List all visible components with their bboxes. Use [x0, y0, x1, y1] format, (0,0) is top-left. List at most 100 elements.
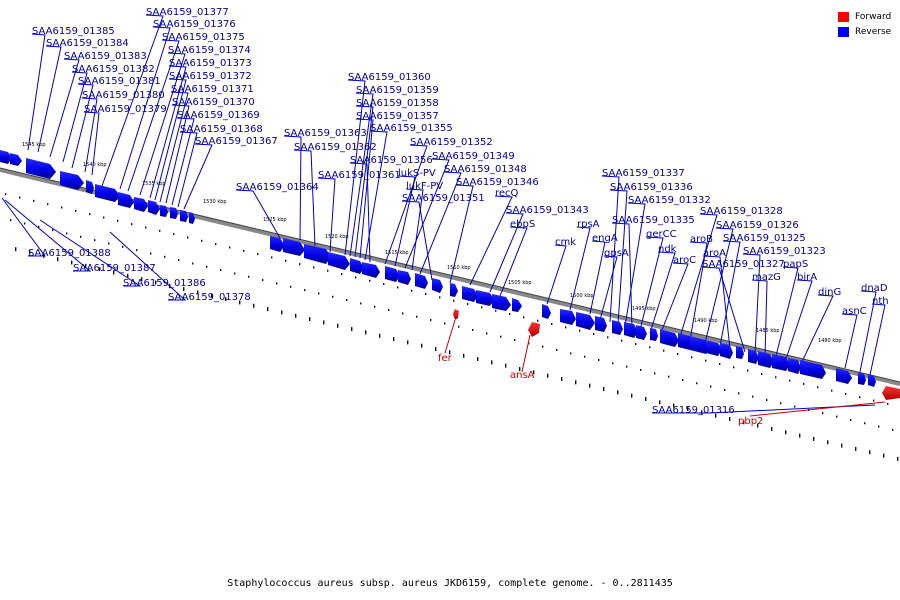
reverse-label-saa6159-01337: SAA6159_01337 [602, 168, 685, 179]
reverse-label-asnc: asnC [842, 306, 867, 317]
axis-dot [612, 362, 614, 365]
axis-dot [33, 199, 35, 202]
axis-dot [813, 436, 815, 441]
axis-dot [351, 327, 353, 332]
axis-dot [747, 369, 749, 372]
axis-dot [262, 279, 264, 282]
axis-dot [89, 213, 91, 216]
scale-tick-label: 1490 kbp [694, 318, 718, 324]
axis-dot [388, 309, 390, 312]
axis-dot [57, 257, 59, 262]
axis-dot [878, 425, 880, 428]
axis-dot [402, 312, 404, 315]
axis-dot [290, 285, 292, 288]
reverse-label-saa6159-01352: SAA6159_01352 [410, 137, 493, 148]
axis-dot [523, 316, 525, 319]
axis-dot [752, 395, 754, 398]
axis-dot [253, 303, 255, 308]
axis-dot [94, 239, 96, 242]
reverse-label-saa6159-01348: SAA6159_01348 [444, 164, 527, 175]
reverse-label-saa6159-01326: SAA6159_01326 [716, 220, 799, 231]
axis-dot [500, 335, 502, 338]
reverse-label-dnad: dnaD [861, 283, 888, 294]
axis-dot [122, 245, 124, 248]
reverse-label-nth: nth [872, 296, 889, 307]
axis-dot [71, 260, 73, 265]
axis-dot [365, 330, 367, 335]
scale-tick-label: 1525 kbp [263, 217, 287, 223]
axis-dot [332, 295, 334, 298]
scale-tick-label: 1510 kbp [447, 265, 471, 271]
axis-dot [24, 222, 26, 225]
axis-dot [341, 273, 343, 276]
scale-tick-label: 1500 kbp [570, 293, 594, 299]
axis-dot [201, 239, 203, 242]
axis-dot [701, 410, 703, 415]
axis-dot [850, 418, 852, 421]
legend-item-forward: Forward [838, 9, 891, 24]
axis-dot [631, 393, 633, 398]
axis-dot [668, 375, 670, 378]
axis-dot [757, 423, 759, 428]
axis-dot [248, 275, 250, 278]
axis-dot [691, 356, 693, 359]
reverse-label-saa6159-01346: SAA6159_01346 [456, 177, 539, 188]
axis-dot [673, 403, 675, 408]
axis-dot [225, 297, 227, 302]
scale-tick-label: 1520 kbp [325, 234, 349, 240]
axis-dot [565, 326, 567, 329]
reverse-label-saa6159-01356: SAA6159_01356 [350, 155, 433, 166]
axis-dot [743, 420, 745, 425]
axis-dot [687, 406, 689, 411]
axis-dot [206, 265, 208, 268]
axis-dot [659, 400, 661, 405]
axis-dot [416, 315, 418, 318]
axis-dot [897, 456, 899, 461]
axis-dot [187, 236, 189, 239]
axis-dot [729, 416, 731, 421]
axis-dot [626, 365, 628, 368]
axis-dot [682, 378, 684, 381]
axis-dot [715, 413, 717, 418]
axis-dot [425, 293, 427, 296]
axis-dot [864, 422, 866, 425]
axis-dot [337, 323, 339, 328]
axis-dot [360, 302, 362, 305]
axis-dot [817, 386, 819, 389]
reverse-label-lukf-pv: lukF-PV [406, 181, 443, 192]
forward-features [453, 309, 900, 400]
axis-dot [197, 290, 199, 295]
axis-dot [136, 249, 138, 252]
reverse-label-saa6159-01343: SAA6159_01343 [506, 205, 589, 216]
axis-dot [509, 313, 511, 316]
axis-dot [766, 398, 768, 401]
scale-tick-label: 1485 kbp [756, 328, 780, 334]
reverse-label-saa6159-01336: SAA6159_01336 [610, 182, 693, 193]
reverse-label-rpsa: rpsA [577, 219, 600, 230]
reverse-leader-lines [1, 14, 886, 414]
axis-dot [836, 415, 838, 418]
axis-dot [15, 247, 17, 252]
axis-dot [323, 320, 325, 325]
reverse-label-saa6159-01376: SAA6159_01376 [153, 19, 236, 30]
axis-dot [85, 263, 87, 268]
axis-dot [10, 219, 12, 222]
axis-dot [696, 382, 698, 385]
reverse-label-ebps: ebpS [510, 219, 535, 230]
scale-tick-label: 1480 kbp [818, 338, 842, 344]
axis-dot [131, 223, 133, 226]
reverse-label-saa6159-01371: SAA6159_01371 [171, 84, 254, 95]
axis-dot [211, 293, 213, 298]
axis-dot [397, 286, 399, 289]
axis-dot [635, 342, 637, 345]
axis-dot [785, 430, 787, 435]
axis-dot [234, 272, 236, 275]
axis-dot [537, 319, 539, 322]
axis-dot [486, 332, 488, 335]
axis-dot [771, 426, 773, 431]
reverse-label-saa6159-01369: SAA6159_01369 [177, 110, 260, 121]
reverse-label-saa6159-01355: SAA6159_01355 [370, 123, 453, 134]
axis-dot [859, 396, 861, 399]
